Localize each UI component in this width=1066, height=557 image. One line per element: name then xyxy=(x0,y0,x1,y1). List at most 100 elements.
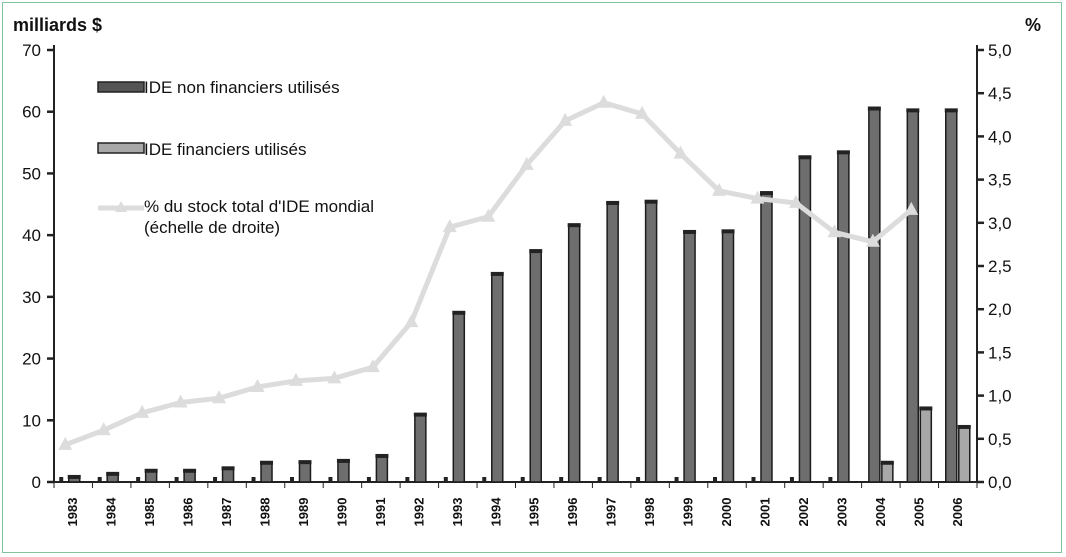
legend-item-fin: IDE financiers utilisés xyxy=(97,140,307,159)
x-tick-label: 1998 xyxy=(642,498,657,527)
bar-fin-stub xyxy=(597,477,602,482)
bar-fin-stub xyxy=(636,477,641,482)
bar-fin-cap xyxy=(880,460,894,465)
x-tick-label: 1995 xyxy=(527,498,542,527)
bar-nonfin-cap xyxy=(759,191,773,196)
x-tick-label: 1992 xyxy=(411,498,426,527)
bar-nonfin xyxy=(906,109,920,483)
bar-nonfin xyxy=(683,230,696,483)
bar-nonfin xyxy=(721,230,735,483)
bar-nonfin-cap xyxy=(867,106,881,111)
bar-fin xyxy=(958,425,971,483)
x-tick-label: 1991 xyxy=(373,498,388,527)
right-tick-label: 5,0 xyxy=(988,41,1012,60)
bar-nonfin-cap xyxy=(221,466,235,471)
line-share-marker xyxy=(58,436,73,450)
left-axis-unit: milliards $ xyxy=(13,15,102,35)
bar-nonfin xyxy=(606,201,619,483)
bar-nonfin-cap xyxy=(452,310,466,315)
bar-fin-stub xyxy=(174,477,179,482)
bar-nonfin xyxy=(298,460,312,483)
legend-item-nonfin: IDE non financiers utilisés xyxy=(97,78,340,97)
bar-nonfin-cap xyxy=(683,229,697,234)
bar-fin-stub xyxy=(251,477,256,482)
bar-nonfin-cap xyxy=(944,108,958,113)
bar-nonfin-cap xyxy=(606,200,620,205)
right-tick-label: 2,5 xyxy=(988,257,1012,276)
bar-nonfin-cap xyxy=(906,108,920,113)
bar-nonfin-cap xyxy=(106,471,120,476)
bar-fin-stub xyxy=(559,477,564,482)
bar-nonfin-cap xyxy=(721,229,735,234)
line-share-marker xyxy=(365,359,380,373)
x-tick-label: 1988 xyxy=(258,498,273,527)
bar-nonfin xyxy=(529,249,542,483)
x-tick-label: 1986 xyxy=(181,498,196,527)
x-tick-label: 2004 xyxy=(873,497,888,527)
bar-nonfin-cap xyxy=(567,223,581,228)
line-share-marker xyxy=(635,105,650,119)
x-tick-label: 1996 xyxy=(565,498,580,527)
bar-nonfin xyxy=(868,107,881,483)
left-tick-label: 20 xyxy=(22,350,41,369)
bar-nonfin xyxy=(414,413,427,483)
bar-nonfin-cap xyxy=(260,460,274,465)
x-tick-label: 1994 xyxy=(488,497,503,527)
bar-fin-stub xyxy=(97,477,102,482)
bar-fin-stub xyxy=(443,477,448,482)
x-tick-label: 2000 xyxy=(719,498,734,527)
bar-fin-stub xyxy=(136,477,141,482)
line-share-marker xyxy=(288,372,303,386)
bar-fin-stub xyxy=(520,477,525,482)
bar-nonfin-cap xyxy=(67,474,81,479)
right-axis-unit: % xyxy=(1025,15,1041,35)
line-share-marker xyxy=(96,422,111,436)
x-tick-label: 1984 xyxy=(104,497,119,527)
line-share-marker xyxy=(442,219,457,233)
line-share-marker xyxy=(250,378,265,392)
chart-svg: milliards $ % IDE non financiers utilisé… xyxy=(13,15,1041,526)
bar-fin-stub xyxy=(366,477,371,482)
legend-marker-share xyxy=(115,201,127,212)
line-share-marker xyxy=(904,201,919,215)
bar-nonfin xyxy=(567,223,581,483)
bar-fin-stub xyxy=(482,477,487,482)
bar-fin-stub xyxy=(789,477,794,482)
bar-nonfin-cap xyxy=(644,199,658,204)
bar-nonfin xyxy=(452,311,466,483)
right-tick-label: 1,0 xyxy=(988,387,1012,406)
right-tick-label: 0,5 xyxy=(988,430,1012,449)
right-tick-label: 3,5 xyxy=(988,171,1012,190)
bar-nonfin-cap xyxy=(529,249,543,254)
bar-fin-cap xyxy=(957,424,971,429)
right-tick-label: 0,0 xyxy=(988,473,1012,492)
line-share-marker xyxy=(404,314,419,328)
x-tick-label: 1997 xyxy=(604,498,619,527)
bar-nonfin xyxy=(837,151,850,483)
line-share-marker xyxy=(596,94,611,108)
bar-nonfin-cap xyxy=(336,458,350,463)
line-share-marker xyxy=(558,112,573,126)
line-share-marker xyxy=(788,194,803,208)
bar-fin-stub xyxy=(405,477,410,482)
left-tick-label: 60 xyxy=(22,103,41,122)
right-tick-label: 4,0 xyxy=(988,127,1012,146)
x-tick-label: 1989 xyxy=(296,498,311,527)
legend-label-share: % du stock total d'IDE mondial xyxy=(144,197,374,216)
bar-fin-cap xyxy=(919,406,933,411)
line-share-marker xyxy=(212,390,227,404)
right-tick-label: 2,0 xyxy=(988,300,1012,319)
legend-label-nonfin: IDE non financiers utilisés xyxy=(144,78,340,97)
bar-nonfin xyxy=(945,109,958,483)
chart-marks: 0 10 20 30 40 50 60 70 0,0 0,5 1,0 1,5 2,0 2,5 3,0 3,5 4… xyxy=(22,41,1012,526)
bar-fin-stub xyxy=(828,477,833,482)
left-tick-label: 30 xyxy=(22,288,41,307)
bar-nonfin xyxy=(337,459,350,483)
x-tick-label: 1993 xyxy=(450,498,465,527)
right-tick-label: 1,5 xyxy=(988,343,1012,362)
bar-nonfin xyxy=(491,272,504,483)
bar-fin-stub xyxy=(289,477,294,482)
x-tick-label: 2006 xyxy=(950,498,965,527)
left-tick-label: 70 xyxy=(22,41,41,60)
